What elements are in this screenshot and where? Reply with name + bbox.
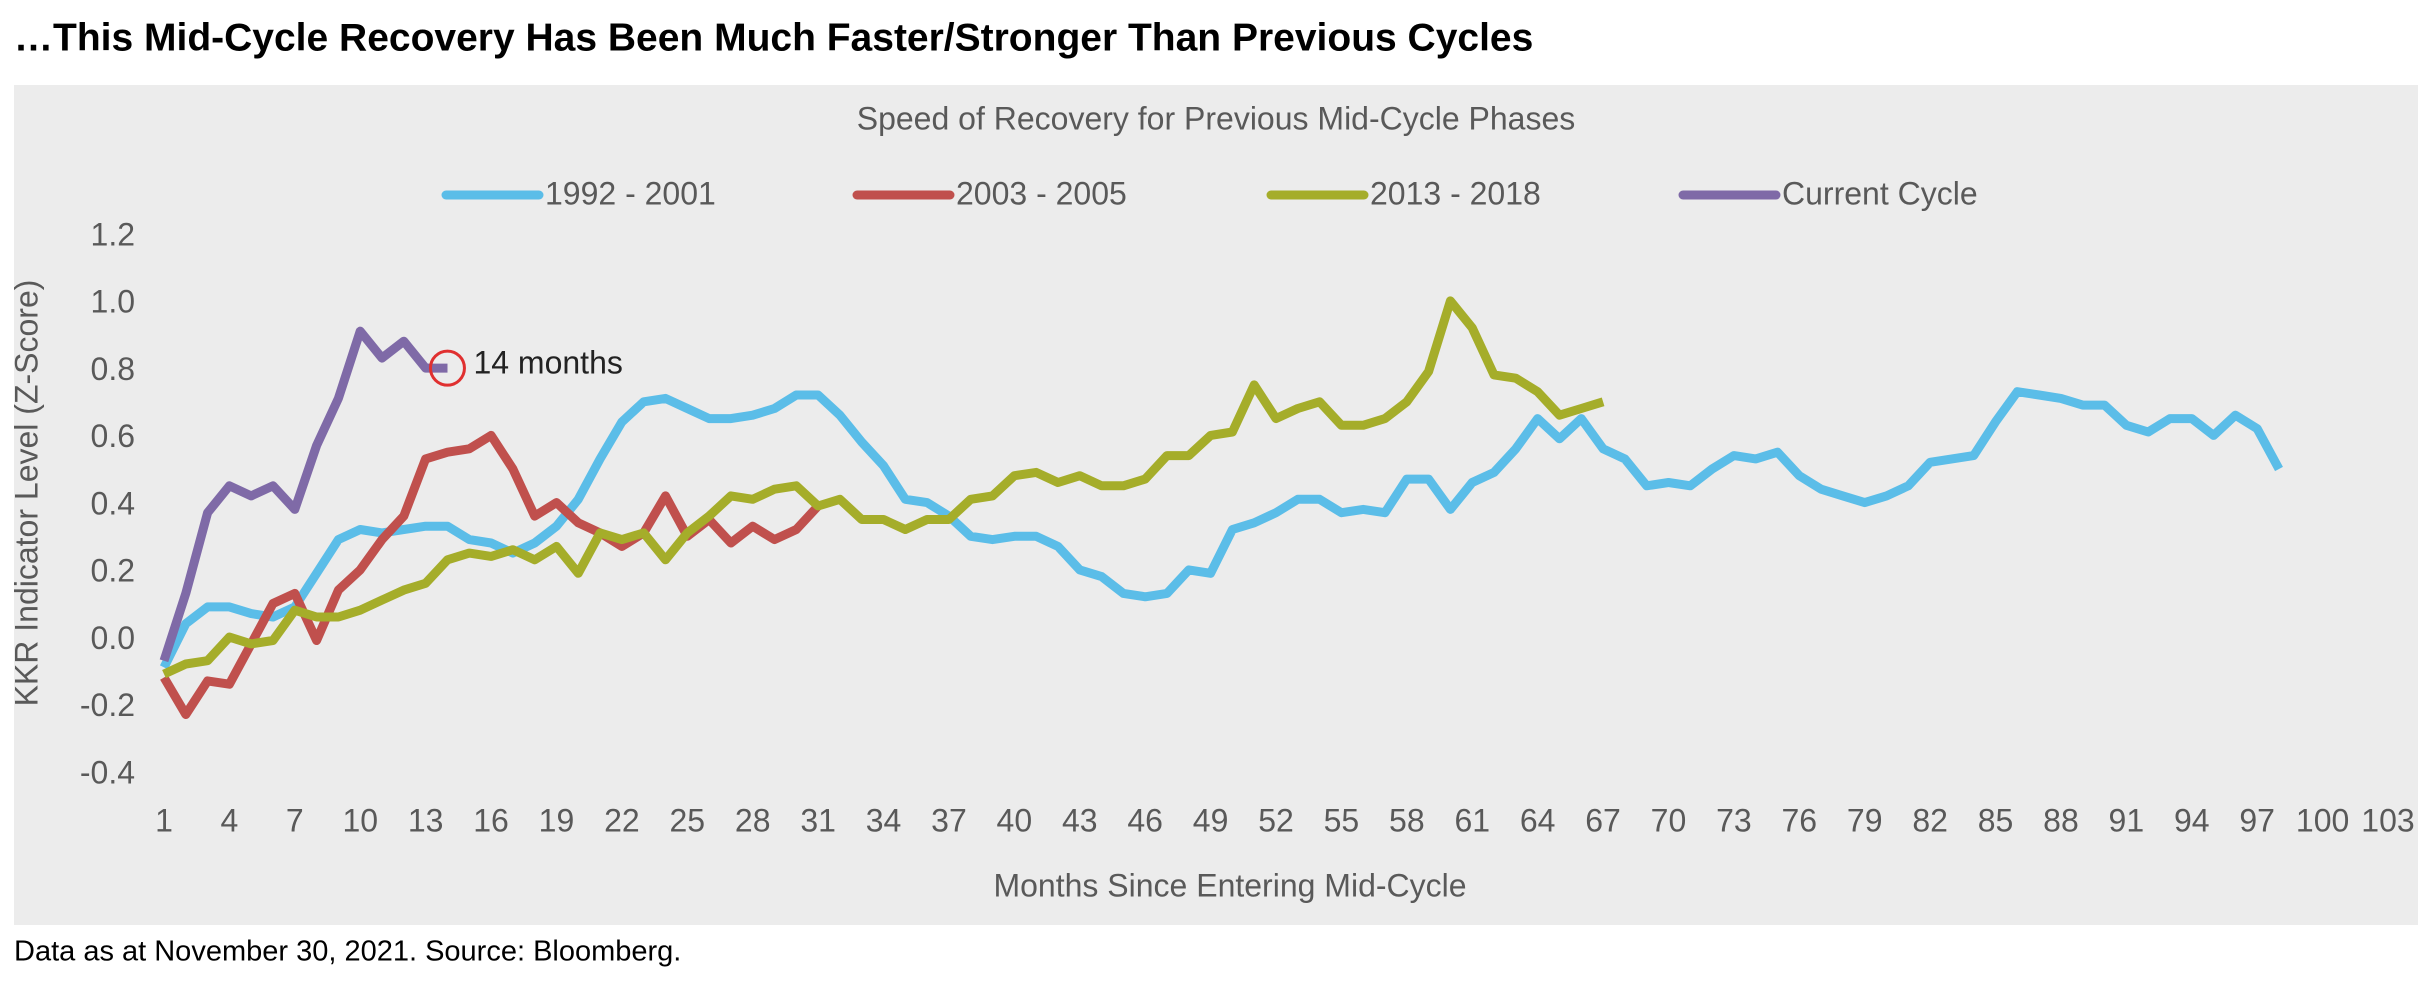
x-tick-label: 52 — [1258, 802, 1294, 838]
page-title: …This Mid-Cycle Recovery Has Been Much F… — [14, 16, 1533, 59]
x-tick-label: 67 — [1585, 802, 1621, 838]
y-tick-label: -0.4 — [80, 754, 135, 790]
x-tick-label: 40 — [997, 802, 1033, 838]
legend-label: 1992 - 2001 — [545, 175, 716, 211]
y-tick-label: 0.4 — [91, 485, 135, 521]
x-tick-label: 82 — [1912, 802, 1948, 838]
x-tick-label: 31 — [800, 802, 836, 838]
x-tick-label: 103 — [2361, 802, 2414, 838]
x-tick-label: 28 — [735, 802, 771, 838]
x-tick-label: 73 — [1716, 802, 1752, 838]
annotation-label: 14 months — [473, 345, 622, 381]
series-line — [162, 296, 1605, 679]
y-tick-label: 1.0 — [91, 284, 135, 320]
y-tick-label: 0.6 — [91, 418, 135, 454]
legend-label: Current Cycle — [1782, 175, 1978, 211]
legend-label: 2013 - 2018 — [1370, 175, 1541, 211]
x-tick-label: 19 — [539, 802, 575, 838]
x-tick-label: 64 — [1520, 802, 1556, 838]
y-tick-label: -0.2 — [80, 687, 135, 723]
y-axis-title: KKR Indicator Level (Z-Score) — [8, 280, 44, 707]
x-tick-label: 97 — [2239, 802, 2275, 838]
x-tick-label: 7 — [286, 802, 304, 838]
x-tick-label: 37 — [931, 802, 967, 838]
x-tick-label: 46 — [1127, 802, 1163, 838]
y-tick-label: 1.2 — [91, 216, 135, 252]
x-tick-label: 94 — [2174, 802, 2210, 838]
x-tick-label: 55 — [1324, 802, 1360, 838]
footer: Data as at November 30, 2021. Source: Bl… — [14, 936, 681, 968]
y-tick-label: 0.2 — [91, 553, 135, 589]
series-line — [159, 326, 448, 663]
x-tick-label: 43 — [1062, 802, 1098, 838]
x-tick-label: 34 — [866, 802, 902, 838]
x-tick-label: 13 — [408, 802, 444, 838]
x-tick-label: 85 — [1978, 802, 2014, 838]
legend-label: 2003 - 2005 — [956, 175, 1127, 211]
y-tick-label: 0.0 — [91, 620, 135, 656]
y-tick-label: 0.8 — [91, 351, 135, 387]
x-tick-label: 70 — [1651, 802, 1687, 838]
annotation-circle — [428, 349, 466, 387]
x-tick-label: 58 — [1389, 802, 1425, 838]
chart-panel — [14, 85, 2418, 925]
x-tick-label: 1 — [155, 802, 173, 838]
x-tick-label: 4 — [221, 802, 239, 838]
x-tick-label: 49 — [1193, 802, 1229, 838]
x-tick-label: 76 — [1781, 802, 1817, 838]
x-tick-label: 91 — [2109, 802, 2145, 838]
x-axis-title: Months Since Entering Mid-Cycle — [993, 867, 1466, 903]
x-tick-label: 10 — [342, 802, 378, 838]
x-tick-label: 79 — [1847, 802, 1883, 838]
x-tick-label: 25 — [669, 802, 705, 838]
x-tick-label: 16 — [473, 802, 509, 838]
chart-title: Speed of Recovery for Previous Mid-Cycle… — [857, 100, 1576, 136]
x-tick-label: 88 — [2043, 802, 2079, 838]
x-tick-label: 100 — [2296, 802, 2349, 838]
x-tick-label: 61 — [1454, 802, 1490, 838]
x-tick-label: 22 — [604, 802, 640, 838]
